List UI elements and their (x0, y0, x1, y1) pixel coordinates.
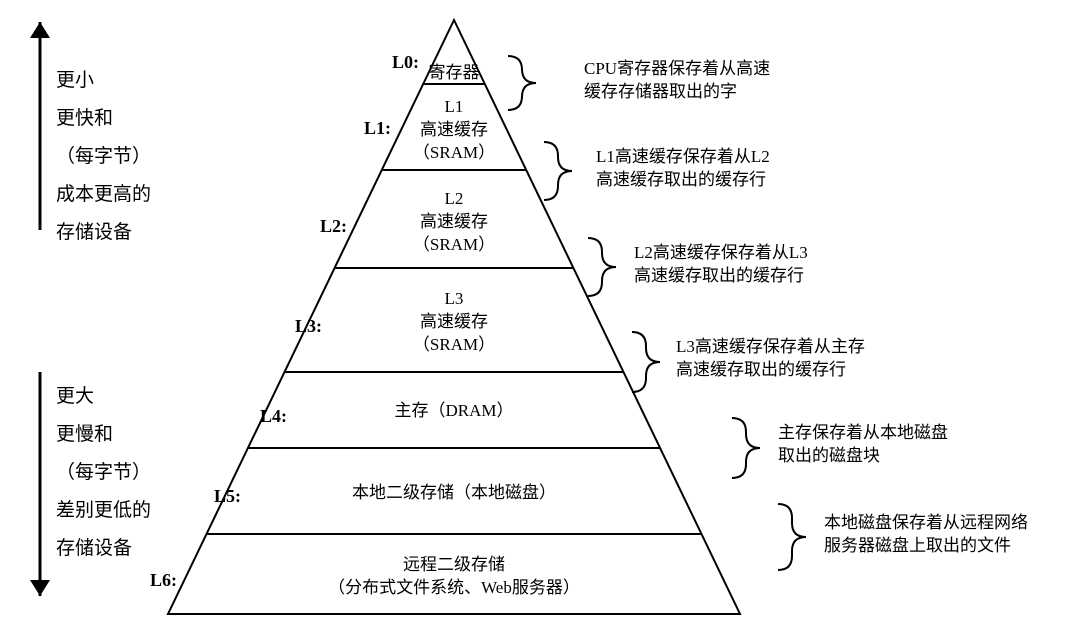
tier-t6-line1: 远程二级存储 (403, 555, 505, 574)
side-label-down-line5: 存储设备 (56, 538, 132, 559)
arrow-down-head (30, 580, 50, 596)
annotation-a5-line1: 本地磁盘保存着从远程网络 (824, 513, 1028, 532)
tier-t0-line1: 寄存器 (429, 63, 480, 82)
tier-t1: L1 高速缓存 （SRAM） (294, 96, 614, 165)
level-label-L5: L5: (214, 486, 241, 507)
side-label-down-line1: 更大 (56, 386, 94, 407)
side-label-up: 更小更快和 （每字节） 成本更高的存储设备 (56, 62, 151, 252)
brace-a3 (632, 332, 660, 392)
tier-t1-line3: （SRAM） (413, 143, 495, 162)
side-label-up-line3: （每字节） (56, 146, 151, 167)
level-label-L4-text: L4: (260, 406, 287, 426)
side-label-down: 更大更慢和 （每字节） 差别更低的存储设备 (56, 378, 151, 568)
side-label-up-line4: 成本更高的 (56, 184, 151, 205)
annotation-a3: L3高速缓存保存着从主存高速缓存取出的缓存行 (676, 336, 865, 382)
annotation-a0-line1: CPU寄存器保存着从高速 (584, 59, 770, 78)
level-label-L5-text: L5: (214, 486, 241, 506)
brace-a5 (778, 504, 806, 570)
tier-t4-line1: 主存（DRAM） (394, 401, 513, 420)
level-label-L6-text: L6: (150, 570, 177, 590)
tier-t2-line1: L2 (445, 189, 464, 208)
side-label-up-line2: 更快和 (56, 108, 113, 129)
tier-t5-line1: 本地二级存储（本地磁盘） (352, 483, 556, 502)
annotation-a4: 主存保存着从本地磁盘取出的磁盘块 (778, 422, 948, 468)
side-label-down-line4: 差别更低的 (56, 500, 151, 521)
annotation-a5-line2: 服务器磁盘上取出的文件 (824, 536, 1011, 555)
annotation-a0: CPU寄存器保存着从高速缓存存储器取出的字 (584, 58, 770, 104)
annotation-a1: L1高速缓存保存着从L2 高速缓存取出的缓存行 (596, 146, 770, 192)
tier-t3-line1: L3 (445, 289, 464, 308)
side-label-down-line2: 更慢和 (56, 424, 113, 445)
tier-t5: 本地二级存储（本地磁盘） (294, 482, 614, 505)
annotation-a3-line1: L3高速缓存保存着从主存 (676, 337, 865, 356)
tier-t0: 寄存器 (294, 62, 614, 85)
tier-t3: L3 高速缓存 （SRAM） (294, 288, 614, 357)
side-label-up-line1: 更小 (56, 70, 94, 91)
annotation-a2-line2: 高速缓存取出的缓存行 (634, 266, 804, 285)
side-label-up-line5: 存储设备 (56, 222, 132, 243)
annotation-a4-line1: 主存保存着从本地磁盘 (778, 423, 948, 442)
annotation-a1-line1: L1高速缓存保存着从L2 (596, 147, 770, 166)
annotation-a3-line2: 高速缓存取出的缓存行 (676, 360, 846, 379)
tier-t2: L2 高速缓存 （SRAM） (294, 188, 614, 257)
tier-t1-line2: 高速缓存 (420, 120, 488, 139)
tier-t4: 主存（DRAM） (294, 400, 614, 423)
annotation-a0-line2: 缓存存储器取出的字 (584, 82, 737, 101)
annotation-a1-line2: 高速缓存取出的缓存行 (596, 170, 766, 189)
tier-t6: 远程二级存储 （分布式文件系统、Web服务器） (294, 554, 614, 600)
tier-t3-line3: （SRAM） (413, 335, 495, 354)
level-label-L4: L4: (260, 406, 287, 427)
tier-t3-line2: 高速缓存 (420, 312, 488, 331)
annotation-a2: L2高速缓存保存着从L3 高速缓存取出的缓存行 (634, 242, 808, 288)
arrow-up-head (30, 22, 50, 38)
annotation-a5: 本地磁盘保存着从远程网络服务器磁盘上取出的文件 (824, 512, 1028, 558)
tier-t2-line2: 高速缓存 (420, 212, 488, 231)
tier-t2-line3: （SRAM） (413, 235, 495, 254)
brace-a4 (732, 418, 760, 478)
memory-hierarchy-diagram: L0:L1:L2:L3:L4:L5:L6:寄存器L1高速缓存（SRAM）L2高速… (0, 0, 1080, 642)
annotation-a2-line1: L2高速缓存保存着从L3 (634, 243, 808, 262)
annotation-a4-line2: 取出的磁盘块 (778, 446, 880, 465)
level-label-L6: L6: (150, 570, 177, 591)
side-label-down-line3: （每字节） (56, 462, 151, 483)
tier-t1-line1: L1 (445, 97, 464, 116)
tier-t6-line2: （分布式文件系统、Web服务器） (328, 578, 580, 597)
